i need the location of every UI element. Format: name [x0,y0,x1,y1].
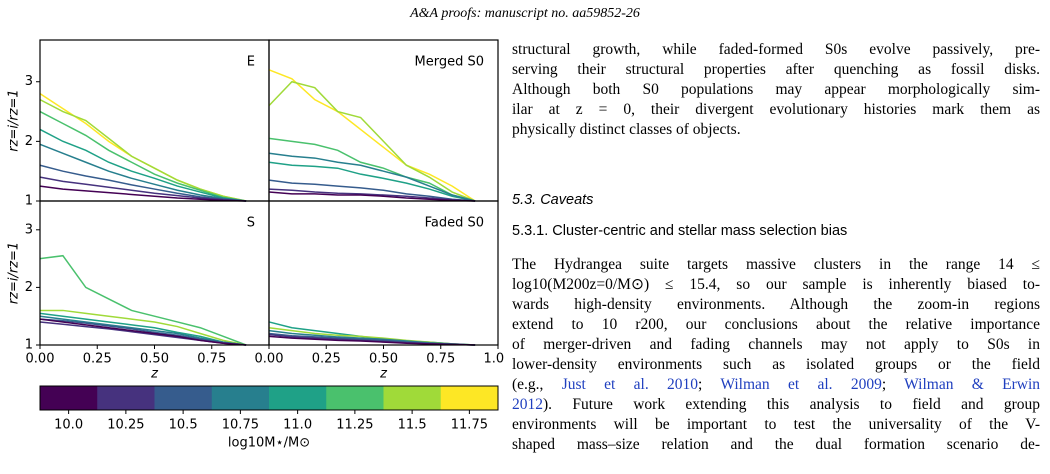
colorbar-cell [326,386,384,410]
data-line [39,143,247,202]
x-tick-label: 0.50 [369,352,398,367]
text-line: Although both S0 populations may appear … [512,81,1040,98]
data-line [268,80,476,202]
panel-frame [268,200,499,346]
y-tick-label: 3 [25,222,33,237]
text-column: structural growth, while faded-formed S0… [512,40,1040,455]
colorbar-cell [40,386,98,410]
x-axis-label: z [150,367,159,382]
panel-label: E [247,55,255,70]
colorbar-frame [39,385,499,411]
y-tick-label: 2 [25,280,33,295]
text-line: physically distinct classes of objects. [512,121,741,138]
colorbar-label: log10M⋆/M⊙ [228,436,310,451]
y-axis-label: rz=i/rz=1 [7,242,22,304]
data-line [39,315,247,346]
running-header: A&A proofs: manuscript no. aa59852-26 [410,6,640,21]
figure: 1 2 3 Erz=i/rz=1 Merged S0 1 2 3 0.00 0.25 0.50 0.7… [7,39,505,451]
text-line: wards high-density environments. Althoug… [512,296,1040,313]
section-heading: 5.3. Caveats [512,192,594,208]
data-line [39,110,247,202]
x-tick-label: 0.75 [426,352,455,367]
text-span: ; [698,376,721,393]
citation-link[interactable]: Wilman & Erwin [904,376,1041,393]
colorbar-tick-label: 10.5 [169,418,198,433]
data-line [39,254,247,346]
text-line: 2012). Future work extending this analys… [512,395,1040,415]
text-line: lower-density environments such as isola… [512,356,1040,373]
colorbar-cell [97,386,155,410]
colorbar-tick-label: 11.5 [398,418,427,433]
x-axis-label: z [379,367,388,382]
y-tick-label: 1 [25,194,33,209]
text-span: ; [881,376,905,393]
x-tick-label: 0.00 [26,352,55,367]
data-line [39,318,247,346]
text-span: (e.g., [512,376,562,393]
subsection-heading: 5.3.1. Cluster-centric and stellar mass … [512,223,848,239]
colorbar-tick-label: 10.0 [54,418,83,433]
x-tick-label: 0.75 [197,352,226,367]
x-tick-label: 0.00 [255,352,284,367]
y-tick-label: 2 [25,134,33,149]
x-tick-label: 0.25 [312,352,341,367]
data-line [39,93,247,202]
colorbar-cell [211,386,270,410]
data-line [268,152,476,202]
data-line [39,312,247,346]
data-line [268,335,476,346]
data-line [40,309,247,346]
data-line [268,137,476,202]
data-line [39,164,247,202]
colorbar-cell [154,386,213,410]
text-line: shaped mass–size relation and the dual f… [512,436,1040,453]
panel-label: S [247,216,255,231]
text-line: (e.g., Just et al. 2010; Wilman et al. 2… [512,375,1040,395]
data-line [268,69,476,202]
text-line: serving their structural properties afte… [512,61,1040,78]
text-line: log10(M200z=0/M⊙) ≤ 15.4, so our sample … [512,276,1040,293]
x-tick-label: 0.50 [140,352,169,367]
data-line [268,161,476,202]
panel-frame [39,39,270,202]
text-line: structural growth, while faded-formed S0… [512,41,1040,58]
citation-link[interactable]: 2012 [512,396,543,413]
data-line [268,179,476,202]
data-line [39,98,247,202]
colorbar-tick-label: 11.75 [451,418,488,433]
colorbar-tick-label: 11.0 [283,418,312,433]
colorbar-tick-label: 11.25 [336,418,373,433]
citation-link[interactable]: Just et al. 2010 [561,376,699,393]
text-line: of merger-driven and fading channels may… [512,336,1040,353]
x-tick-label: 1.00 [484,352,505,367]
text-line: ilar at z = 0, their divergent evolution… [512,101,1040,118]
data-line [39,176,247,202]
data-line [39,128,247,202]
panel-label: Merged S0 [415,55,485,70]
text-span: ). Future work extending this analysis t… [543,396,1040,413]
y-tick-label: 1 [25,338,33,353]
y-tick-label: 3 [25,74,33,89]
y-axis-label: rz=i/rz=1 [7,89,22,151]
data-line [39,185,247,202]
text-line: extend to 10 r200, our conclusions about… [512,316,1040,333]
data-line [268,188,476,202]
x-tick-label: 0.25 [83,352,112,367]
citation-link[interactable]: Wilman et al. 2009 [720,376,882,393]
colorbar-cell [269,386,327,410]
text-line: environments will be important to test t… [512,416,1040,433]
colorbar-tick-label: 10.25 [107,418,144,433]
colorbar-tick-label: 10.75 [222,418,259,433]
colorbar-cell [383,386,442,410]
colorbar-cell [440,386,499,410]
panel-label: Faded S0 [425,216,484,231]
data-line [268,191,476,202]
data-line [39,318,247,346]
text-line: The Hydrangea suite targets massive clus… [512,256,1040,273]
